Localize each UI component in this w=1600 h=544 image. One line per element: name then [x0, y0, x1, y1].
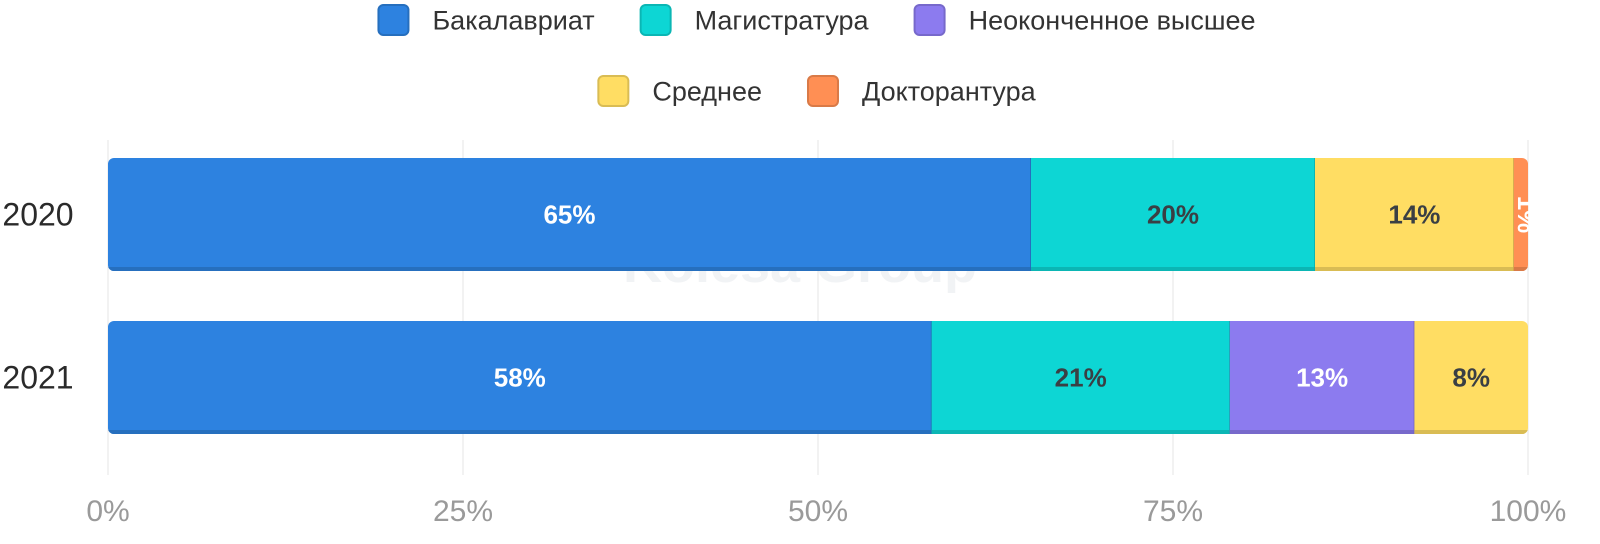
legend-swatch: [806, 75, 839, 107]
legend-swatch: [913, 4, 946, 36]
x-tick-label: 25%: [433, 495, 493, 528]
bar-segment-edge: [108, 267, 1031, 271]
legend-item: Среднее: [597, 75, 762, 107]
data-label: 65%: [543, 200, 595, 230]
x-tick-label: 50%: [788, 495, 848, 528]
bar-segment: [1315, 158, 1514, 271]
bar-segment: [1031, 158, 1315, 271]
bar-segment-edge: [931, 430, 1230, 434]
legend-label: Бакалавриат: [432, 6, 594, 36]
x-tick-label: 100%: [1490, 495, 1567, 528]
legend-item: Бакалавриат: [377, 4, 595, 36]
bar-segments: [108, 321, 1528, 434]
bar-segment-edge: [1414, 430, 1528, 434]
x-tick-label: 0%: [86, 495, 129, 528]
x-axis-ticks: 0% 25% 50% 75% 100%: [86, 495, 1566, 528]
y-axis-categories: 2020 2021: [2, 197, 73, 396]
legend-swatch: [639, 4, 672, 36]
bar-segment-edge: [1229, 430, 1415, 434]
legend-label: Неоконченное высшее: [969, 6, 1256, 36]
bar-segment: [931, 321, 1230, 434]
bar-segment-edge: [1315, 267, 1514, 271]
bar-segment-edge: [1031, 267, 1315, 271]
data-label: 58%: [494, 363, 546, 393]
data-label: 1%: [1512, 196, 1542, 234]
bar-segments: [108, 158, 1528, 271]
data-label: 21%: [1055, 363, 1107, 393]
legend-label: Докторантура: [862, 77, 1037, 107]
legend-item: Докторантура: [806, 75, 1037, 107]
bar-segment: [1229, 321, 1415, 434]
bar-segment: [108, 321, 932, 434]
legend: Бакалавриат Магистратура Неоконченное высш…: [377, 4, 1256, 107]
bar-segment: [1513, 158, 1528, 271]
bar-segment-edge: [108, 430, 932, 434]
data-label: 14%: [1388, 200, 1440, 230]
legend-item: Неоконченное высшее: [913, 4, 1256, 36]
data-label: 13%: [1296, 363, 1348, 393]
legend-item: Магистратура: [639, 4, 870, 36]
legend-label: Магистратура: [695, 6, 870, 36]
bar-segment-edge: [1513, 267, 1528, 271]
data-label: 8%: [1452, 363, 1490, 393]
category-label: 2021: [2, 360, 73, 396]
legend-swatch: [597, 75, 630, 107]
x-tick-label: 75%: [1143, 495, 1203, 528]
bar-segment: [108, 158, 1031, 271]
category-label: 2020: [2, 197, 73, 233]
bar-segment: [1414, 321, 1528, 434]
bars: 65% 20% 14% 1% 58% 21% 13% 8%: [108, 158, 1542, 434]
bar-row: 58% 21% 13% 8%: [108, 321, 1528, 434]
legend-swatch: [377, 4, 410, 36]
bar-row: 65% 20% 14% 1%: [108, 158, 1542, 271]
data-label: 20%: [1147, 200, 1199, 230]
legend-label: Среднее: [652, 77, 762, 107]
